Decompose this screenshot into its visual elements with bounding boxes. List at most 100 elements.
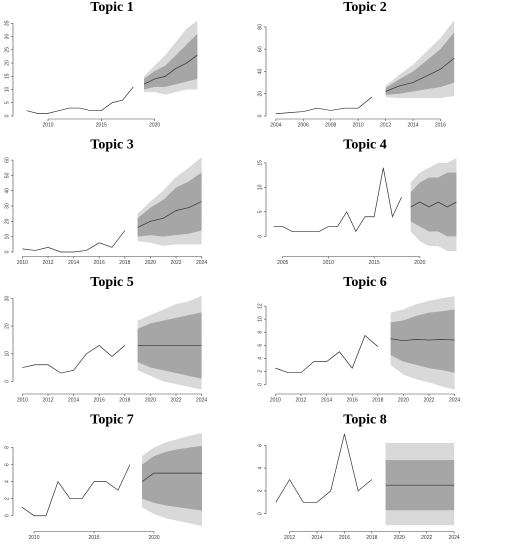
forecast-mean	[137, 201, 202, 228]
x-tick-label: 2012	[42, 397, 53, 403]
x-tick-label: 2016	[339, 535, 350, 541]
y-tick-label: 10	[257, 184, 263, 190]
y-tick-label: 4	[257, 466, 263, 469]
x-tick-label: 2014	[68, 260, 79, 266]
y-tick-label: 6	[257, 344, 263, 347]
y-tick-label: 12	[257, 303, 263, 309]
x-tick-label: 2020	[149, 122, 160, 128]
x-tick-label: 2016	[94, 397, 105, 403]
y-tick-label: 60	[4, 157, 10, 163]
y-tick-label: 30	[4, 203, 10, 209]
panel-title: Topic 1	[90, 0, 133, 15]
x-tick-label: 2022	[423, 397, 434, 403]
x-tick-label: 2014	[311, 535, 322, 541]
forecast-mean	[143, 54, 198, 85]
x-tick-label: 2014	[321, 397, 332, 403]
x-tick-label: 2020	[148, 535, 159, 541]
x-tick-label: 2018	[119, 260, 130, 266]
x-tick-label: 2020	[394, 535, 405, 541]
observed-line	[275, 96, 373, 115]
x-tick-label: 2022	[170, 260, 181, 266]
y-tick-label: 35	[4, 20, 10, 26]
y-tick-label: 15	[4, 73, 10, 79]
panel: Topic 7 2010 2015 2020 0 2 4 6 8	[4, 413, 202, 541]
y-tick-label: 0	[257, 114, 263, 117]
observed-line	[273, 167, 402, 233]
y-tick-label: 2	[257, 489, 263, 492]
observed-line	[275, 334, 379, 374]
x-tick-label: 2018	[372, 397, 383, 403]
x-tick-label: 2016	[347, 397, 358, 403]
x-tick-label: 2008	[325, 122, 336, 128]
y-tick-label: 20	[4, 60, 10, 66]
y-tick-label: 50	[4, 172, 10, 178]
y-tick-label: 0	[4, 514, 10, 517]
y-tick-label: 0	[4, 380, 10, 383]
y-tick-label: 80	[257, 24, 263, 30]
x-tick-label: 2012	[295, 397, 306, 403]
x-tick-label: 2005	[277, 260, 288, 266]
x-tick-label: 2024	[196, 260, 207, 266]
x-tick-label: 2024	[449, 535, 460, 541]
x-tick-label: 2010	[323, 260, 334, 266]
panel: Topic 2 2004 2006 2008 2010 2012 2014 2016 0 20 40…	[257, 0, 455, 128]
forecast-mean	[390, 338, 455, 342]
panel-title: Topic 3	[90, 138, 133, 153]
x-tick-label: 2010	[28, 535, 39, 541]
y-tick-label: 0	[4, 250, 10, 253]
y-tick-label: 8	[4, 446, 10, 449]
x-tick-label: 2018	[119, 397, 130, 403]
x-tick-label: 2012	[380, 122, 391, 128]
y-tick-label: 6	[257, 444, 263, 447]
observed-line	[22, 230, 126, 253]
y-tick-label: 6	[4, 463, 10, 466]
y-tick-label: 0	[4, 114, 10, 117]
x-tick-label: 2015	[96, 122, 107, 128]
panel-title: Topic 4	[343, 138, 386, 153]
forecast-mean	[410, 201, 457, 208]
y-tick-label: 20	[4, 218, 10, 224]
y-tick-label: 4	[257, 357, 263, 360]
x-tick-label: 2020	[414, 260, 425, 266]
band-80	[144, 33, 198, 90]
band-80	[385, 32, 455, 95]
forecast-mean	[141, 472, 202, 482]
x-tick-label: 2012	[284, 535, 295, 541]
panel-title: Topic 2	[343, 0, 386, 15]
forecast-mean	[385, 57, 455, 92]
x-tick-label: 2020	[145, 397, 156, 403]
y-tick-label: 30	[4, 34, 10, 40]
panel-title: Topic 6	[343, 275, 386, 290]
x-tick-label: 2014	[68, 397, 79, 403]
y-tick-label: 15	[257, 160, 263, 166]
x-tick-label: 2006	[298, 122, 309, 128]
x-tick-label: 2018	[366, 535, 377, 541]
x-tick-label: 2016	[94, 260, 105, 266]
x-tick-label: 2010	[17, 397, 28, 403]
x-tick-label: 2004	[270, 122, 281, 128]
y-tick-label: 0	[257, 235, 263, 238]
y-tick-label: 0	[257, 512, 263, 515]
y-tick-label: 30	[4, 296, 10, 302]
band-80	[142, 445, 202, 511]
y-tick-label: 20	[4, 323, 10, 329]
y-tick-label: 40	[257, 68, 263, 74]
x-tick-label: 2012	[42, 260, 53, 266]
observed-line	[21, 464, 131, 517]
y-tick-label: 5	[257, 210, 263, 213]
y-tick-label: 2	[257, 370, 263, 373]
y-tick-label: 4	[4, 480, 10, 483]
y-tick-label: 2	[4, 497, 10, 500]
y-tick-label: 10	[4, 87, 10, 93]
x-tick-label: 2016	[435, 122, 446, 128]
x-tick-label: 2010	[17, 260, 28, 266]
y-tick-label: 60	[257, 46, 263, 52]
y-tick-label: 8	[257, 331, 263, 334]
x-tick-label: 2015	[88, 535, 99, 541]
panel: Topic 1 2010 2015 2020 0 5 10 15 20 25 30 35	[4, 0, 198, 128]
y-tick-label: 25	[4, 47, 10, 53]
panel: Topic 8 2012 2014 2016 2018 2020 2022 2024 0 2 4 6	[257, 413, 460, 541]
y-tick-label: 20	[257, 91, 263, 97]
